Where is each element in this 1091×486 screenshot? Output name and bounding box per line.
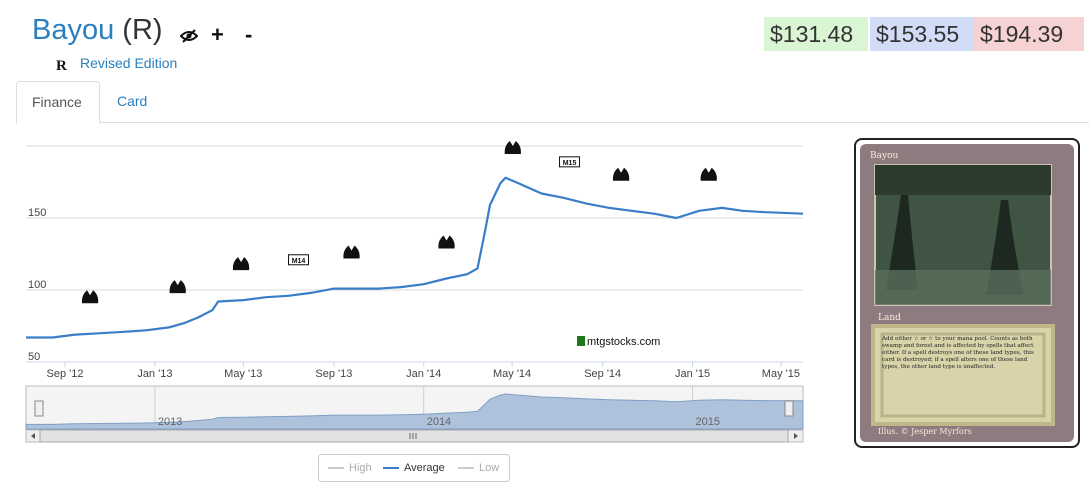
card-art-frame: Bayou Land Add either ☆ or ☆ to your man…	[860, 144, 1074, 442]
theros-set-icon	[343, 245, 360, 259]
set-icon-label: M14	[292, 258, 306, 265]
navigator-labels: 2013 2014 2015	[158, 416, 720, 428]
x-tick-label: Sep '14	[584, 368, 621, 380]
chart-legend: High Average Low	[318, 454, 510, 482]
navigator-year-label: 2015	[696, 416, 720, 428]
mtgstocks-logo-icon	[577, 336, 585, 346]
legend-item-average[interactable]: Average	[383, 455, 445, 481]
legend-item-low[interactable]: Low	[458, 455, 499, 481]
dragons-maze-set-icon	[232, 257, 250, 271]
return-to-ravnica-set-icon	[81, 290, 99, 304]
navigator[interactable]: 2013 2014 2015	[25, 385, 804, 430]
set-icon-glyph	[343, 245, 360, 259]
set-name-link[interactable]: Revised Edition	[80, 55, 178, 71]
x-tick-label: Jan '14	[406, 368, 441, 380]
magic-2014-set-icon: M14	[288, 254, 310, 266]
set-icon-glyph	[232, 257, 250, 271]
remove-button[interactable]: -	[245, 22, 253, 47]
magic-2015-set-icon: M15	[559, 156, 581, 168]
add-button[interactable]: +	[211, 22, 224, 47]
scrollbar-thumb[interactable]	[39, 429, 789, 443]
x-tick-label: Jan '15	[675, 368, 710, 380]
card-illustration-water	[875, 270, 1051, 305]
x-tick-label: May '13	[224, 368, 262, 380]
x-axis-labels: Sep '12 Jan '13 May '13 Sep '13 Jan '14 May '…	[47, 362, 800, 380]
navigator-right-handle[interactable]	[784, 400, 794, 417]
legend-label-average: Average	[404, 462, 445, 474]
navigator-left-handle[interactable]	[34, 400, 44, 417]
y-tick-label: 150	[28, 207, 46, 219]
set-icon-glyph	[700, 167, 717, 181]
price-chart: 50 100 150 M14 M15 mtgstocks.com Sep '12 Jan…	[25, 141, 804, 443]
set-icon-glyph	[169, 280, 186, 294]
legend-swatch-low	[458, 467, 474, 470]
legend-swatch-average	[383, 467, 399, 470]
set-icon-glyph	[81, 290, 99, 304]
legend-label-high: High	[349, 462, 372, 474]
price-high-badge: $194.39	[974, 17, 1084, 51]
y-tick-label: 100	[28, 279, 46, 291]
tab-finance[interactable]: Finance	[16, 81, 100, 124]
legend-label-low: Low	[479, 462, 500, 474]
x-tick-label: Sep '13	[315, 368, 352, 380]
card-text-box	[871, 324, 1055, 426]
set-icon-glyph	[612, 167, 630, 181]
journey-into-nyx-set-icon	[504, 141, 521, 154]
set-icon-glyph	[438, 235, 455, 249]
x-tick-label: May '15	[762, 368, 800, 380]
card-type-text: Land	[878, 313, 901, 323]
set-icon-glyph	[504, 141, 521, 154]
card-text-box-pattern	[880, 332, 1046, 418]
tab-card[interactable]: Card	[117, 93, 148, 109]
gatecrash-set-icon	[169, 280, 186, 294]
card-rarity: (R)	[122, 14, 163, 46]
set-symbol-icon: R	[56, 58, 67, 74]
set-icon-label: M15	[563, 160, 577, 167]
navigator-year-label: 2013	[158, 416, 182, 428]
scrollbar-grip-icon	[409, 433, 417, 439]
card-illustration-tree	[886, 195, 918, 290]
navigator-year-label: 2014	[427, 416, 451, 428]
x-tick-label: May '14	[493, 368, 531, 380]
watermark-text: mtgstocks.com	[587, 336, 660, 348]
mtgstocks-watermark: mtgstocks.com	[577, 336, 660, 348]
hide-card-button[interactable]	[179, 22, 199, 48]
price-average-badge: $153.55	[870, 17, 976, 51]
set-icon-frame	[559, 156, 581, 168]
set-icon-frame	[288, 254, 310, 266]
price-low-badge: $131.48	[764, 17, 868, 51]
eye-slash-icon	[179, 29, 199, 43]
scrollbar[interactable]	[25, 429, 804, 443]
x-tick-label: Jan '13	[137, 368, 172, 380]
card-illustration-sky	[875, 165, 1051, 195]
navigator-area	[25, 393, 804, 430]
card-title: Bayou (R)	[32, 14, 163, 47]
card-rules-text: Add either ☆ or ☆ to your mana pool. Cou…	[882, 336, 1034, 370]
x-tick-label: Sep '12	[47, 368, 84, 380]
tab-bar: Finance Card	[16, 81, 1089, 124]
scroll-left-icon[interactable]	[31, 433, 35, 439]
y-axis-labels: 50 100 150	[28, 207, 46, 363]
legend-swatch-high	[328, 467, 344, 470]
scroll-right-icon[interactable]	[794, 433, 798, 439]
born-of-the-gods-set-icon	[438, 235, 455, 249]
card-name: Bayou	[32, 14, 115, 46]
card-rules-text-box: Add either ☆ or ☆ to your mana pool. Cou…	[882, 336, 1034, 370]
set-release-markers: M14 M15	[81, 141, 717, 304]
card-image: Bayou Land Add either ☆ or ☆ to your man…	[854, 138, 1080, 448]
fate-reforged-set-icon	[700, 167, 717, 181]
series-line-average	[26, 176, 804, 339]
y-tick-label: 50	[28, 351, 40, 363]
legend-item-high[interactable]: High	[328, 455, 372, 481]
khans-of-tarkir-set-icon	[612, 167, 630, 181]
card-name-text: Bayou	[870, 151, 898, 161]
card-artist-text: Illus. © Jesper Myrfors	[878, 427, 972, 436]
